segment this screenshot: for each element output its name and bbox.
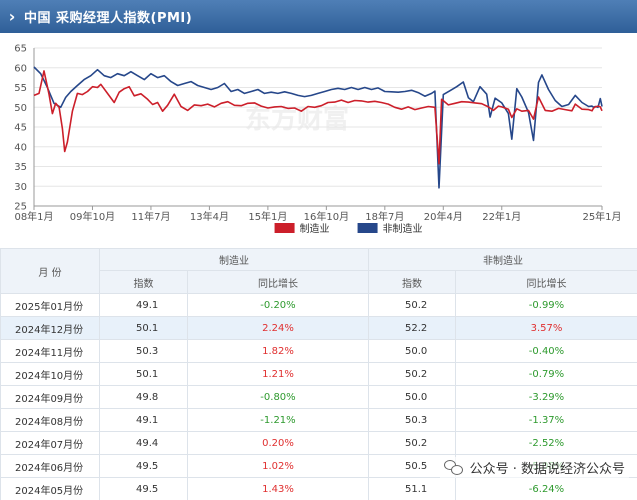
nonmanu-index-cell: 50.2: [368, 431, 456, 455]
manu-index-cell: 49.1: [99, 408, 188, 432]
x-tick-label: 11年7月: [131, 210, 170, 223]
y-tick-label: 50: [14, 103, 27, 114]
month-cell: 2024年07月份: [0, 431, 100, 455]
y-tick-label: 45: [14, 123, 27, 134]
nonmanu-yoy-cell: 3.57%: [455, 316, 637, 340]
legend-swatch-manufacturing: [274, 223, 295, 233]
col-group-nonmanufacturing: 非制造业: [368, 248, 637, 271]
nonmanu-yoy-cell: -2.52%: [455, 431, 637, 455]
manu-index-cell: 49.5: [99, 477, 188, 500]
nonmanu-yoy-cell: -0.79%: [455, 362, 637, 386]
title-bar: › 中国 采购经理人指数(PMI): [0, 0, 637, 33]
nonmanu-yoy-cell: -6.24%: [455, 477, 637, 500]
manu-yoy-cell: 1.02%: [187, 454, 369, 478]
manu-yoy-cell: 1.21%: [187, 362, 369, 386]
col-month-header: 月 份: [0, 248, 100, 294]
x-tick-label: 13年4月: [190, 210, 229, 223]
manu-index-cell: 50.1: [99, 316, 188, 340]
manu-index-cell: 50.1: [99, 362, 188, 386]
x-tick-label: 18年7月: [365, 210, 404, 223]
y-tick-label: 40: [14, 142, 27, 153]
y-tick-label: 60: [14, 63, 27, 74]
manu-index-cell: 49.5: [99, 454, 188, 478]
table-row[interactable]: 2024年05月份 49.5 1.43% 51.1 -6.24%: [0, 477, 637, 500]
col-manu-yoy: 同比增长: [187, 270, 369, 294]
month-cell: 2025年01月份: [0, 293, 100, 317]
legend-label-nonmanufacturing: 非制造业: [383, 222, 423, 235]
x-tick-label: 22年1月: [482, 210, 521, 223]
nonmanu-yoy-cell: -3.29%: [455, 385, 637, 409]
month-cell: 2024年11月份: [0, 339, 100, 363]
nonmanu-index-cell: 50.2: [368, 362, 456, 386]
nonmanu-index-cell: 50.0: [368, 385, 456, 409]
manu-yoy-cell: 1.82%: [187, 339, 369, 363]
x-tick-label: 15年1月: [248, 210, 287, 223]
manu-index-cell: 49.8: [99, 385, 188, 409]
nonmanu-index-cell: 51.1: [368, 477, 456, 500]
table-row[interactable]: 2024年12月份 50.1 2.24% 52.2 3.57%: [0, 316, 637, 340]
month-cell: 2024年06月份: [0, 454, 100, 478]
y-tick-label: 65: [14, 44, 27, 55]
x-tick-label: 08年1月: [14, 210, 53, 223]
table-row[interactable]: 2025年01月份 49.1 -0.20% 50.2 -0.99%: [0, 293, 637, 317]
month-cell: 2024年05月份: [0, 477, 100, 500]
col-group-manufacturing: 制造业: [99, 248, 369, 271]
nonmanu-index-cell: 50.0: [368, 339, 456, 363]
month-cell: 2024年08月份: [0, 408, 100, 432]
footer-watermark-text: 公众号 · 数据说经济公众号: [469, 462, 625, 477]
legend-label-manufacturing: 制造业: [300, 222, 330, 235]
manu-yoy-cell: 0.20%: [187, 431, 369, 455]
nonmanu-yoy-cell: -0.99%: [455, 293, 637, 317]
chevron-right-icon[interactable]: ›: [8, 7, 16, 26]
nonmanu-index-cell: 50.3: [368, 408, 456, 432]
manu-index-cell: 49.4: [99, 431, 188, 455]
col-nonmanu-yoy: 同比增长: [455, 270, 637, 294]
manu-index-cell: 50.3: [99, 339, 188, 363]
y-tick-label: 35: [14, 162, 27, 173]
table-row[interactable]: 2024年07月份 49.4 0.20% 50.2 -2.52%: [0, 431, 637, 455]
series-line-nonmanufacturing: [33, 66, 603, 189]
manu-index-cell: 49.1: [99, 293, 188, 317]
manu-yoy-cell: 1.43%: [187, 477, 369, 500]
month-cell: 2024年12月份: [0, 316, 100, 340]
col-nonmanu-index: 指数: [368, 270, 456, 294]
manu-yoy-cell: -0.20%: [187, 293, 369, 317]
x-tick-label: 25年1月: [582, 210, 621, 223]
footer-watermark: 公众号 · 数据说经济公众号: [439, 457, 629, 478]
page-title: 中国 采购经理人指数(PMI): [24, 11, 193, 26]
x-tick-label: 16年10月: [304, 210, 349, 223]
legend-swatch-nonmanufacturing: [357, 223, 378, 233]
table-row[interactable]: 2024年09月份 49.8 -0.80% 50.0 -3.29%: [0, 385, 637, 409]
table-row[interactable]: 2024年10月份 50.1 1.21% 50.2 -0.79%: [0, 362, 637, 386]
x-tick-label: 20年4月: [424, 210, 463, 223]
x-tick-label: 09年10月: [70, 210, 115, 223]
nonmanu-index-cell: 52.2: [368, 316, 456, 340]
table-row[interactable]: 2024年11月份 50.3 1.82% 50.0 -0.40%: [0, 339, 637, 363]
wechat-icon: [443, 459, 464, 476]
pmi-line-chart: 东方财富 25 30 35 40 45 50 55 60 65 08年1月 09年10月 11年7月 13…: [0, 33, 637, 245]
manu-yoy-cell: 2.24%: [187, 316, 369, 340]
month-cell: 2024年09月份: [0, 385, 100, 409]
col-manu-index: 指数: [99, 270, 188, 294]
manu-yoy-cell: -0.80%: [187, 385, 369, 409]
series-line-manufacturing: [33, 70, 603, 165]
pmi-table: 月 份 制造业 非制造业 指数 同比增长 指数 同比增长 2025年01月份 49…: [0, 248, 637, 500]
nonmanu-yoy-cell: -0.40%: [455, 339, 637, 363]
nonmanu-index-cell: 50.2: [368, 293, 456, 317]
y-tick-label: 30: [14, 182, 27, 193]
month-cell: 2024年10月份: [0, 362, 100, 386]
y-tick-label: 25: [14, 202, 27, 213]
y-tick-label: 55: [14, 83, 27, 94]
manu-yoy-cell: -1.21%: [187, 408, 369, 432]
table-row[interactable]: 2024年08月份 49.1 -1.21% 50.3 -1.37%: [0, 408, 637, 432]
nonmanu-yoy-cell: -1.37%: [455, 408, 637, 432]
